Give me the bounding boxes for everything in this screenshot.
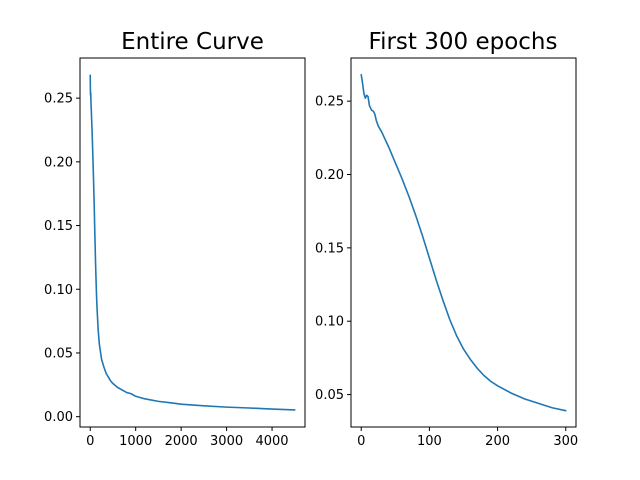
x-tick-label-first-300-epochs: 300 (553, 434, 578, 449)
subplot-first-300-epochs: First 300 epochs 0 100 200 300 0.05 0.10 0.15 0… (315, 29, 578, 449)
x-tick-label-entire-curve: 1000 (119, 434, 152, 449)
x-tick-label-first-300-epochs: 0 (357, 434, 365, 449)
y-tick-label-first-300-epochs: 0.05 (315, 388, 344, 403)
x-tick-label-entire-curve: 4000 (255, 434, 288, 449)
y-tick-label-entire-curve: 0.00 (44, 410, 73, 425)
y-tick-label-first-300-epochs: 0.15 (315, 241, 344, 256)
y-tick-label-entire-curve: 0.20 (44, 155, 73, 170)
loss-curve-line-entire-curve (89, 74, 296, 411)
y-tick-label-first-300-epochs: 0.10 (315, 315, 344, 330)
loss-curve-line-first-300-epochs (360, 73, 567, 412)
subplot-entire-curve: Entire Curve 0 1000 2000 3000 4000 0.00 0.05 0.… (44, 29, 306, 449)
x-tick-label-first-300-epochs: 200 (485, 434, 510, 449)
y-tick-label-entire-curve: 0.15 (44, 219, 73, 234)
y-tick-label-entire-curve: 0.25 (44, 92, 73, 107)
y-tick-label-entire-curve: 0.10 (44, 283, 73, 298)
x-tick-label-first-300-epochs: 100 (417, 434, 442, 449)
subplot-title-first-300-epochs: First 300 epochs (369, 29, 558, 55)
x-tick-label-entire-curve: 3000 (210, 434, 243, 449)
x-tick-label-entire-curve: 2000 (165, 434, 198, 449)
y-tick-label-first-300-epochs: 0.25 (315, 95, 344, 110)
x-tick-label-entire-curve: 0 (86, 434, 94, 449)
axes-frame-entire-curve (79, 57, 306, 428)
y-tick-label-first-300-epochs: 0.20 (315, 168, 344, 183)
y-tick-label-entire-curve: 0.05 (44, 346, 73, 361)
axes-frame-first-300-epochs (350, 57, 577, 428)
subplot-title-entire-curve: Entire Curve (121, 29, 264, 55)
